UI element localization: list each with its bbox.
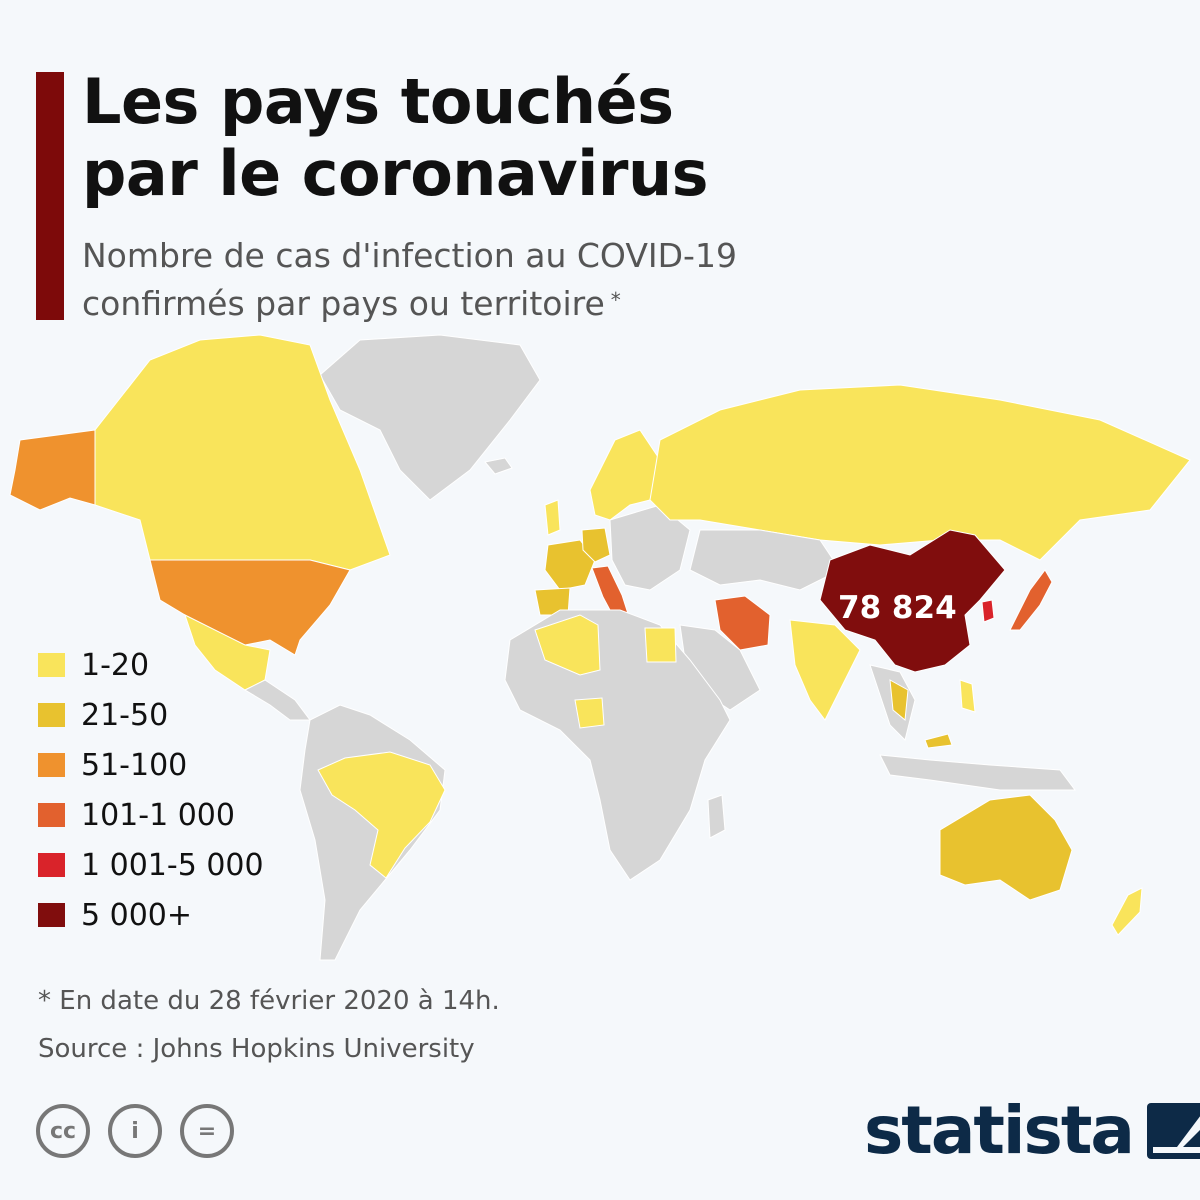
country-algeria	[534, 614, 601, 676]
statista-logo-icon	[1146, 1102, 1200, 1159]
legend-swatch	[38, 703, 65, 727]
legend-swatch	[38, 653, 65, 677]
page-title: Les pays touchés par le coronavirus	[82, 65, 709, 210]
source-note: Source : Johns Hopkins University	[38, 1034, 475, 1064]
legend-item: 1-20	[38, 640, 264, 690]
country-philippines	[959, 679, 976, 713]
legend-swatch	[38, 753, 65, 777]
region-central-asia	[689, 529, 841, 591]
footnote: * En date du 28 février 2020 à 14h.	[38, 986, 500, 1016]
nd-icon: =	[180, 1104, 234, 1158]
legend-item: 51-100	[38, 740, 264, 790]
country-india	[789, 619, 861, 721]
title-line-1: Les pays touchés	[82, 65, 674, 138]
legend-label: 1 001-5 000	[81, 847, 264, 883]
legend-swatch	[38, 853, 65, 877]
subtitle-line-1: Nombre de cas d'infection au COVID-19	[82, 236, 737, 275]
country-madagascar	[707, 794, 726, 839]
statista-wordmark: statista	[864, 1092, 1135, 1169]
license-icons: cc i =	[36, 1104, 252, 1158]
title-line-2: par le coronavirus	[82, 137, 709, 210]
country-egypt	[644, 627, 677, 663]
country-france	[544, 539, 596, 591]
country-germany	[581, 527, 611, 563]
country-canada	[94, 334, 391, 571]
subtitle-footnote-marker: *	[610, 288, 621, 312]
country-japan	[1009, 569, 1053, 631]
country-malaysia	[924, 733, 953, 749]
country-brazil	[317, 751, 446, 879]
subtitle-line-2: confirmés par pays ou territoire *	[82, 280, 737, 328]
legend: 1-20 21-50 51-100 101-1 000 1 001-5 000 5 000…	[38, 640, 264, 940]
legend-item: 101-1 000	[38, 790, 264, 840]
world-map	[9, 334, 1191, 961]
country-china	[819, 529, 1006, 673]
china-case-count-label: 78 824	[838, 590, 957, 626]
region-africa	[504, 609, 731, 881]
legend-item: 5 000+	[38, 890, 264, 940]
legend-swatch	[38, 903, 65, 927]
subtitle: Nombre de cas d'infection au COVID-19 co…	[82, 232, 737, 328]
country-australia	[939, 794, 1073, 901]
legend-item: 1 001-5 000	[38, 840, 264, 890]
title-accent-bar	[36, 72, 64, 320]
by-icon: i	[108, 1104, 162, 1158]
statista-logo: statista	[864, 1092, 1200, 1169]
legend-label: 1-20	[81, 647, 150, 683]
country-nigeria	[574, 697, 605, 729]
legend-label: 101-1 000	[81, 797, 235, 833]
legend-item: 21-50	[38, 690, 264, 740]
country-iran	[714, 595, 771, 651]
region-europe-north	[589, 429, 661, 521]
country-thailand	[889, 679, 909, 721]
cc-icon: cc	[36, 1104, 90, 1158]
legend-label: 21-50	[81, 697, 169, 733]
legend-label: 51-100	[81, 747, 188, 783]
legend-swatch	[38, 803, 65, 827]
country-iceland	[484, 457, 513, 475]
region-south-america	[299, 704, 446, 961]
country-new-zealand	[1111, 887, 1143, 936]
country-greenland	[319, 334, 541, 501]
subtitle-line-2-text: confirmés par pays ou territoire	[82, 284, 605, 323]
legend-label: 5 000+	[81, 897, 193, 933]
region-indonesia	[879, 754, 1076, 791]
country-uk	[544, 499, 561, 536]
country-alaska	[9, 429, 96, 511]
country-south-korea	[981, 599, 995, 623]
